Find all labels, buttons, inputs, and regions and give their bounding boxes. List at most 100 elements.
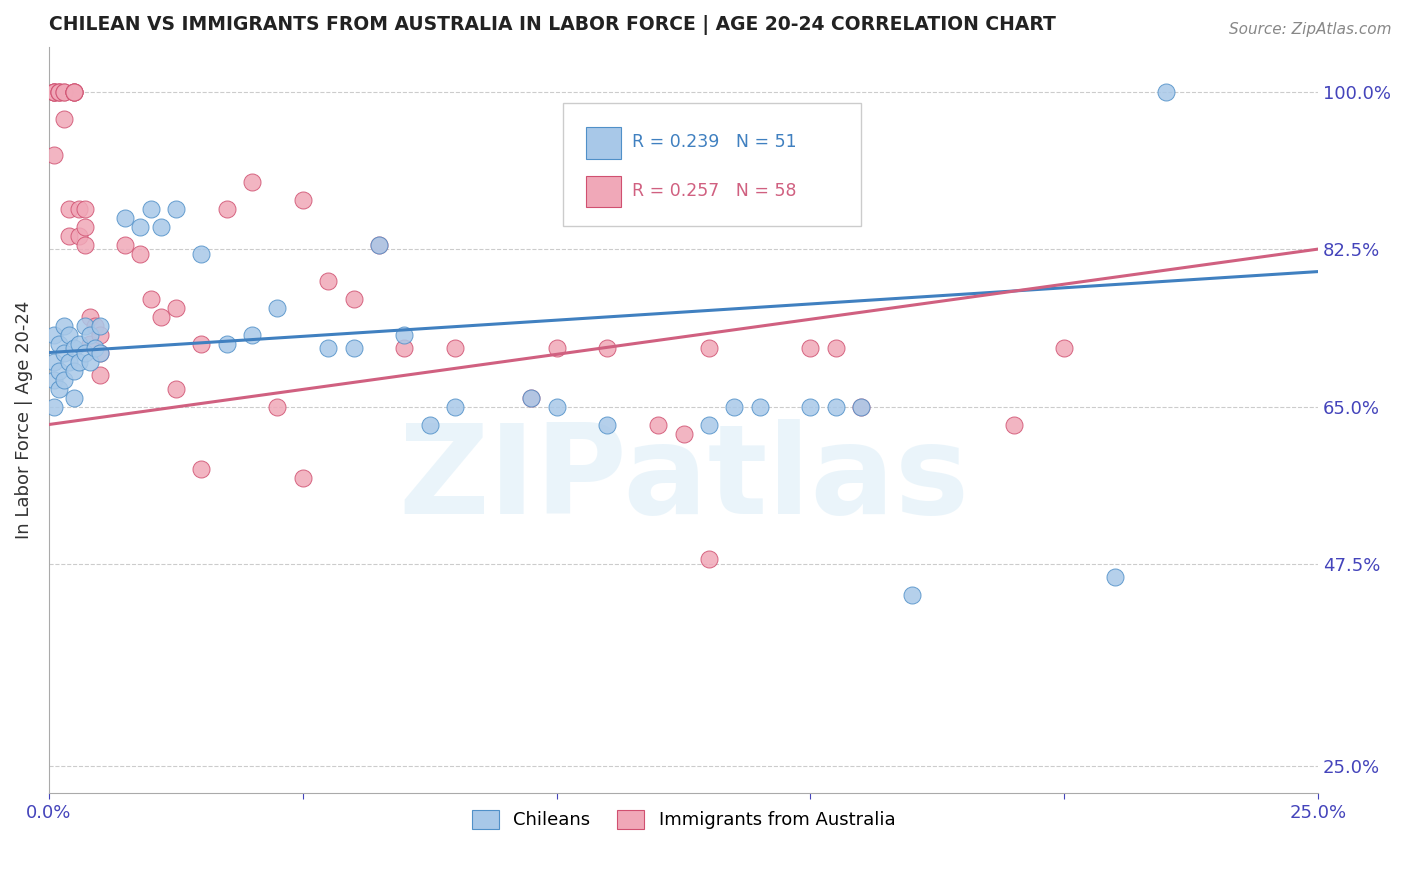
Point bbox=[129, 246, 152, 260]
Point bbox=[89, 327, 111, 342]
Point bbox=[368, 237, 391, 252]
Point bbox=[58, 354, 80, 368]
Point bbox=[520, 391, 543, 405]
Point bbox=[149, 219, 172, 234]
Point bbox=[48, 382, 70, 396]
Point bbox=[48, 85, 70, 99]
Point bbox=[215, 336, 238, 351]
Point bbox=[129, 219, 152, 234]
Point bbox=[63, 85, 86, 99]
Point bbox=[58, 202, 80, 216]
Bar bbox=[586, 176, 621, 207]
Point bbox=[149, 310, 172, 324]
Point bbox=[672, 426, 695, 441]
Point bbox=[48, 363, 70, 377]
Point bbox=[42, 85, 65, 99]
Point bbox=[419, 417, 441, 432]
Text: R = 0.239   N = 51: R = 0.239 N = 51 bbox=[631, 133, 796, 152]
Point bbox=[697, 341, 720, 355]
Point bbox=[748, 400, 770, 414]
Point bbox=[165, 202, 187, 216]
Point bbox=[42, 85, 65, 99]
Point bbox=[697, 417, 720, 432]
Point bbox=[89, 345, 111, 359]
Point bbox=[89, 368, 111, 382]
Point bbox=[83, 318, 105, 333]
Point bbox=[67, 202, 90, 216]
Point bbox=[316, 341, 339, 355]
Point bbox=[368, 237, 391, 252]
Point bbox=[647, 417, 669, 432]
Point bbox=[63, 363, 86, 377]
Point bbox=[58, 228, 80, 243]
Point bbox=[240, 175, 263, 189]
Point bbox=[63, 391, 86, 405]
Point bbox=[63, 85, 86, 99]
Point bbox=[697, 552, 720, 566]
Point bbox=[42, 372, 65, 386]
Point bbox=[53, 85, 76, 99]
Point bbox=[165, 301, 187, 315]
Point bbox=[42, 354, 65, 368]
Point bbox=[240, 327, 263, 342]
Point bbox=[1104, 570, 1126, 584]
Point bbox=[342, 292, 364, 306]
Point bbox=[444, 341, 467, 355]
Point bbox=[1053, 341, 1076, 355]
Point bbox=[42, 327, 65, 342]
Point bbox=[799, 341, 821, 355]
Point bbox=[139, 292, 162, 306]
Point bbox=[42, 85, 65, 99]
Point bbox=[1154, 85, 1177, 99]
Point bbox=[444, 400, 467, 414]
Point bbox=[114, 211, 136, 225]
Point bbox=[851, 400, 873, 414]
Point bbox=[73, 345, 96, 359]
Point bbox=[291, 193, 314, 207]
Point bbox=[723, 400, 745, 414]
Point bbox=[53, 112, 76, 126]
Point bbox=[190, 336, 212, 351]
Bar bbox=[586, 128, 621, 159]
Point bbox=[53, 372, 76, 386]
Point bbox=[53, 85, 76, 99]
Point bbox=[901, 589, 924, 603]
Point bbox=[79, 327, 101, 342]
Point bbox=[139, 202, 162, 216]
FancyBboxPatch shape bbox=[562, 103, 862, 226]
Point bbox=[48, 336, 70, 351]
Point bbox=[79, 354, 101, 368]
Point bbox=[89, 318, 111, 333]
Point bbox=[520, 391, 543, 405]
Point bbox=[342, 341, 364, 355]
Point bbox=[53, 345, 76, 359]
Point bbox=[596, 417, 619, 432]
Point bbox=[63, 85, 86, 99]
Point bbox=[73, 318, 96, 333]
Point bbox=[73, 237, 96, 252]
Point bbox=[67, 354, 90, 368]
Point bbox=[394, 341, 416, 355]
Point bbox=[190, 246, 212, 260]
Point bbox=[67, 228, 90, 243]
Point bbox=[42, 400, 65, 414]
Text: R = 0.257   N = 58: R = 0.257 N = 58 bbox=[631, 182, 796, 200]
Point bbox=[73, 219, 96, 234]
Point bbox=[83, 341, 105, 355]
Point bbox=[89, 345, 111, 359]
Point bbox=[851, 400, 873, 414]
Point bbox=[824, 341, 846, 355]
Point bbox=[165, 382, 187, 396]
Point bbox=[546, 341, 568, 355]
Point bbox=[799, 400, 821, 414]
Point bbox=[58, 327, 80, 342]
Point bbox=[266, 301, 288, 315]
Legend: Chileans, Immigrants from Australia: Chileans, Immigrants from Australia bbox=[464, 803, 903, 837]
Point bbox=[73, 202, 96, 216]
Point bbox=[291, 471, 314, 485]
Point bbox=[63, 341, 86, 355]
Point bbox=[53, 318, 76, 333]
Point bbox=[114, 237, 136, 252]
Point bbox=[67, 336, 90, 351]
Point bbox=[190, 462, 212, 476]
